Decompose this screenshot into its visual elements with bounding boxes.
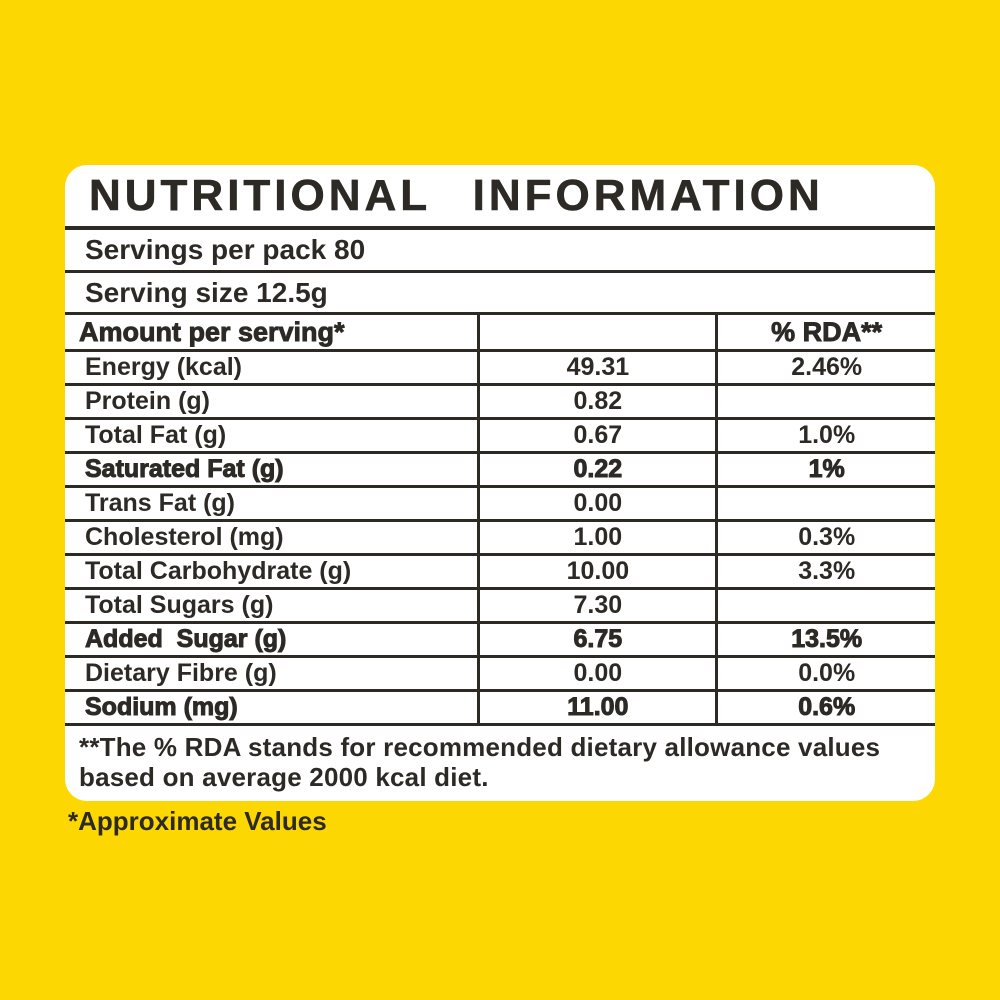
nutrient-value: 1.00 xyxy=(477,522,719,553)
nutrition-table: Amount per serving* % RDA** Energy (kcal… xyxy=(65,315,935,726)
nutrient-value: 7.30 xyxy=(477,590,719,621)
nutrient-label: Protein (g) xyxy=(85,387,210,415)
table-header-row: Amount per serving* % RDA** xyxy=(65,315,935,352)
nutrient-rda: 13.5% xyxy=(791,625,863,654)
nutrient-value: 49.31 xyxy=(477,352,719,383)
header-rda-column: % RDA** xyxy=(771,316,883,347)
header-value-column xyxy=(477,315,719,349)
label-title-row: NUTRITIONAL INFORMATION xyxy=(65,165,935,230)
nutrient-rda: 0.6% xyxy=(798,693,856,722)
nutrient-rda: 0.3% xyxy=(798,523,856,551)
nutrient-label: Cholesterol (mg) xyxy=(85,523,284,551)
nutrient-rda xyxy=(718,590,935,621)
nutrient-rda: 3.3% xyxy=(798,557,856,585)
nutrient-rda: 1.0% xyxy=(798,421,856,449)
serving-size-text: Serving size 12.5g xyxy=(85,276,328,308)
nutrient-label: Sodium (mg) xyxy=(84,693,238,722)
servings-per-pack-row: Servings per pack 80 xyxy=(65,230,935,273)
nutrient-label: Total Sugars (g) xyxy=(85,591,274,619)
nutrient-rda: 0.0% xyxy=(798,659,856,687)
nutrient-value: 0.00 xyxy=(477,488,719,519)
header-amount-per-serving: Amount per serving* xyxy=(79,316,345,347)
label-title: NUTRITIONAL INFORMATION xyxy=(89,170,824,220)
table-row-added-sugar: Added Sugar (g) 6.75 13.5% xyxy=(65,624,935,658)
table-row-trans-fat: Trans Fat (g) 0.00 xyxy=(65,488,935,522)
nutrient-label: Trans Fat (g) xyxy=(85,489,236,517)
nutrient-label: Dietary Fibre (g) xyxy=(85,659,277,687)
nutrient-value: 11.00 xyxy=(477,692,719,723)
nutrition-label-card: NUTRITIONAL INFORMATION Servings per pac… xyxy=(65,165,935,801)
nutrient-rda: 2.46% xyxy=(791,353,863,381)
table-row-protein: Protein (g) 0.82 xyxy=(65,386,935,420)
table-row-dietary-fibre: Dietary Fibre (g) 0.00 0.0% xyxy=(65,658,935,692)
nutrient-rda xyxy=(718,386,935,417)
nutrient-label: Energy (kcal) xyxy=(85,353,243,381)
nutrient-value: 0.00 xyxy=(477,658,719,689)
table-row-cholesterol: Cholesterol (mg) 1.00 0.3% xyxy=(65,522,935,556)
nutrient-rda xyxy=(718,488,935,519)
nutrient-label: Added Sugar (g) xyxy=(84,625,287,654)
nutrient-rda: 1% xyxy=(808,455,845,484)
servings-per-pack-text: Servings per pack 80 xyxy=(85,234,366,265)
rda-footnote: **The % RDA stands for recommended dieta… xyxy=(79,732,881,792)
nutrient-value: 6.75 xyxy=(477,624,719,655)
nutrient-value: 10.00 xyxy=(477,556,719,587)
table-row-energy: Energy (kcal) 49.31 2.46% xyxy=(65,352,935,386)
nutrient-value: 0.82 xyxy=(477,386,719,417)
table-row-total-sugars: Total Sugars (g) 7.30 xyxy=(65,590,935,624)
nutrient-label: Total Fat (g) xyxy=(85,421,227,449)
approximate-values-note: *Approximate Values xyxy=(68,806,327,836)
nutrient-label: Saturated Fat (g) xyxy=(84,455,284,484)
table-row-saturated-fat: Saturated Fat (g) 0.22 1% xyxy=(65,454,935,488)
table-row-sodium: Sodium (mg) 11.00 0.6% xyxy=(65,692,935,726)
serving-size-row: Serving size 12.5g xyxy=(65,273,935,315)
table-row-total-carbohydrate: Total Carbohydrate (g) 10.00 3.3% xyxy=(65,556,935,590)
nutrient-value: 0.67 xyxy=(477,420,719,451)
table-row-total-fat: Total Fat (g) 0.67 1.0% xyxy=(65,420,935,454)
nutrient-label: Total Carbohydrate (g) xyxy=(85,557,352,585)
nutrient-value: 0.22 xyxy=(477,454,719,485)
